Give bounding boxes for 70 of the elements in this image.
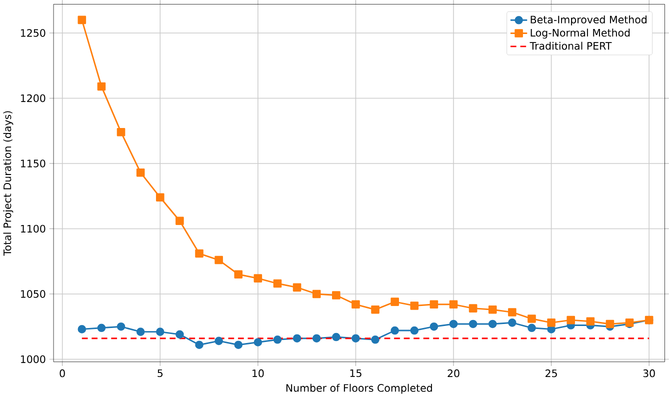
point bbox=[352, 300, 360, 309]
y-tick-label: 1250 bbox=[20, 29, 46, 37]
point bbox=[449, 300, 458, 309]
point bbox=[97, 324, 106, 332]
point bbox=[97, 82, 106, 91]
x-tick-label: 15 bbox=[350, 369, 362, 378]
point bbox=[410, 302, 419, 310]
point bbox=[214, 336, 223, 346]
point bbox=[332, 332, 340, 342]
point bbox=[468, 304, 478, 312]
point bbox=[292, 283, 302, 292]
point bbox=[606, 320, 614, 328]
x-tick-label: 20 bbox=[448, 369, 460, 378]
x-tick-label: 30 bbox=[643, 369, 655, 378]
point bbox=[566, 316, 575, 324]
point bbox=[156, 193, 164, 202]
point bbox=[390, 298, 399, 306]
point bbox=[449, 320, 458, 328]
point bbox=[273, 279, 282, 288]
point bbox=[254, 274, 262, 282]
y-tick-label: 1200 bbox=[20, 94, 46, 102]
y-tick-label: 1100 bbox=[20, 224, 46, 233]
point bbox=[195, 249, 204, 258]
point bbox=[508, 308, 516, 316]
point bbox=[410, 326, 419, 335]
point bbox=[136, 168, 145, 177]
point bbox=[116, 322, 126, 331]
point bbox=[547, 318, 556, 327]
point bbox=[273, 335, 282, 344]
x-tick-label: 10 bbox=[252, 369, 264, 378]
point bbox=[78, 325, 86, 334]
point bbox=[234, 270, 243, 279]
point bbox=[390, 326, 399, 335]
legend-label: Log-Normal Method bbox=[530, 28, 630, 39]
point bbox=[586, 317, 595, 326]
y-axis-title: Total Project Duration (days) bbox=[3, 111, 14, 256]
x-tick-label: 0 bbox=[60, 369, 65, 378]
point bbox=[488, 305, 497, 314]
point bbox=[312, 334, 321, 342]
x-axis-title: Number of Floors Completed bbox=[286, 384, 432, 394]
point bbox=[371, 335, 380, 344]
point bbox=[136, 328, 145, 336]
point bbox=[156, 328, 164, 336]
point bbox=[508, 318, 516, 327]
point bbox=[116, 128, 126, 136]
point bbox=[488, 320, 497, 328]
y-tick-label: 1150 bbox=[20, 160, 46, 168]
x-tick-label: 25 bbox=[546, 369, 557, 378]
point bbox=[332, 291, 340, 300]
point bbox=[254, 338, 262, 346]
legend-label: Traditional PERT bbox=[530, 42, 612, 50]
point bbox=[292, 334, 302, 342]
point bbox=[528, 314, 536, 323]
point bbox=[312, 290, 321, 298]
point bbox=[176, 216, 184, 226]
point bbox=[352, 334, 360, 342]
point bbox=[528, 324, 536, 332]
point bbox=[176, 330, 184, 339]
point bbox=[234, 340, 243, 349]
point bbox=[214, 256, 223, 264]
point bbox=[371, 305, 380, 314]
point bbox=[430, 300, 438, 309]
point bbox=[468, 320, 478, 328]
point bbox=[430, 322, 438, 331]
y-tick-label: 1000 bbox=[20, 355, 46, 364]
legend-label: Beta-Improved Method bbox=[530, 16, 646, 26]
point bbox=[195, 340, 204, 349]
point bbox=[78, 16, 86, 24]
x-tick-label: 5 bbox=[158, 369, 162, 378]
y-tick-label: 1050 bbox=[20, 290, 46, 298]
